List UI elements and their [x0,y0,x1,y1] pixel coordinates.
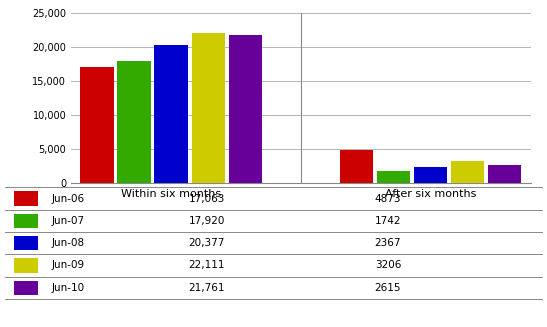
Text: 17,920: 17,920 [189,216,225,226]
Bar [191,33,225,183]
Bar [340,150,373,183]
Text: 2615: 2615 [375,283,401,293]
Text: Jun-10: Jun-10 [52,283,85,293]
Text: 17,063: 17,063 [189,194,225,204]
Bar [229,35,262,183]
Bar [154,44,188,183]
Bar [14,258,38,273]
Text: Jun-09: Jun-09 [52,261,85,270]
Text: 4873: 4873 [375,194,401,204]
Bar [451,161,484,183]
Text: Jun-06: Jun-06 [52,194,85,204]
Text: Jun-08: Jun-08 [52,238,85,248]
Bar [377,171,410,183]
Bar [14,281,38,295]
Text: 22,111: 22,111 [189,261,225,270]
Bar [118,61,151,183]
Text: Jun-07: Jun-07 [52,216,85,226]
Bar [414,167,447,183]
Text: 3206: 3206 [375,261,401,270]
Bar [14,214,38,228]
Bar [488,165,521,183]
Bar [80,67,114,183]
Text: 2367: 2367 [375,238,401,248]
Text: 1742: 1742 [375,216,401,226]
Bar [14,236,38,250]
Text: 21,761: 21,761 [189,283,225,293]
Bar [14,191,38,206]
Text: 20,377: 20,377 [189,238,225,248]
